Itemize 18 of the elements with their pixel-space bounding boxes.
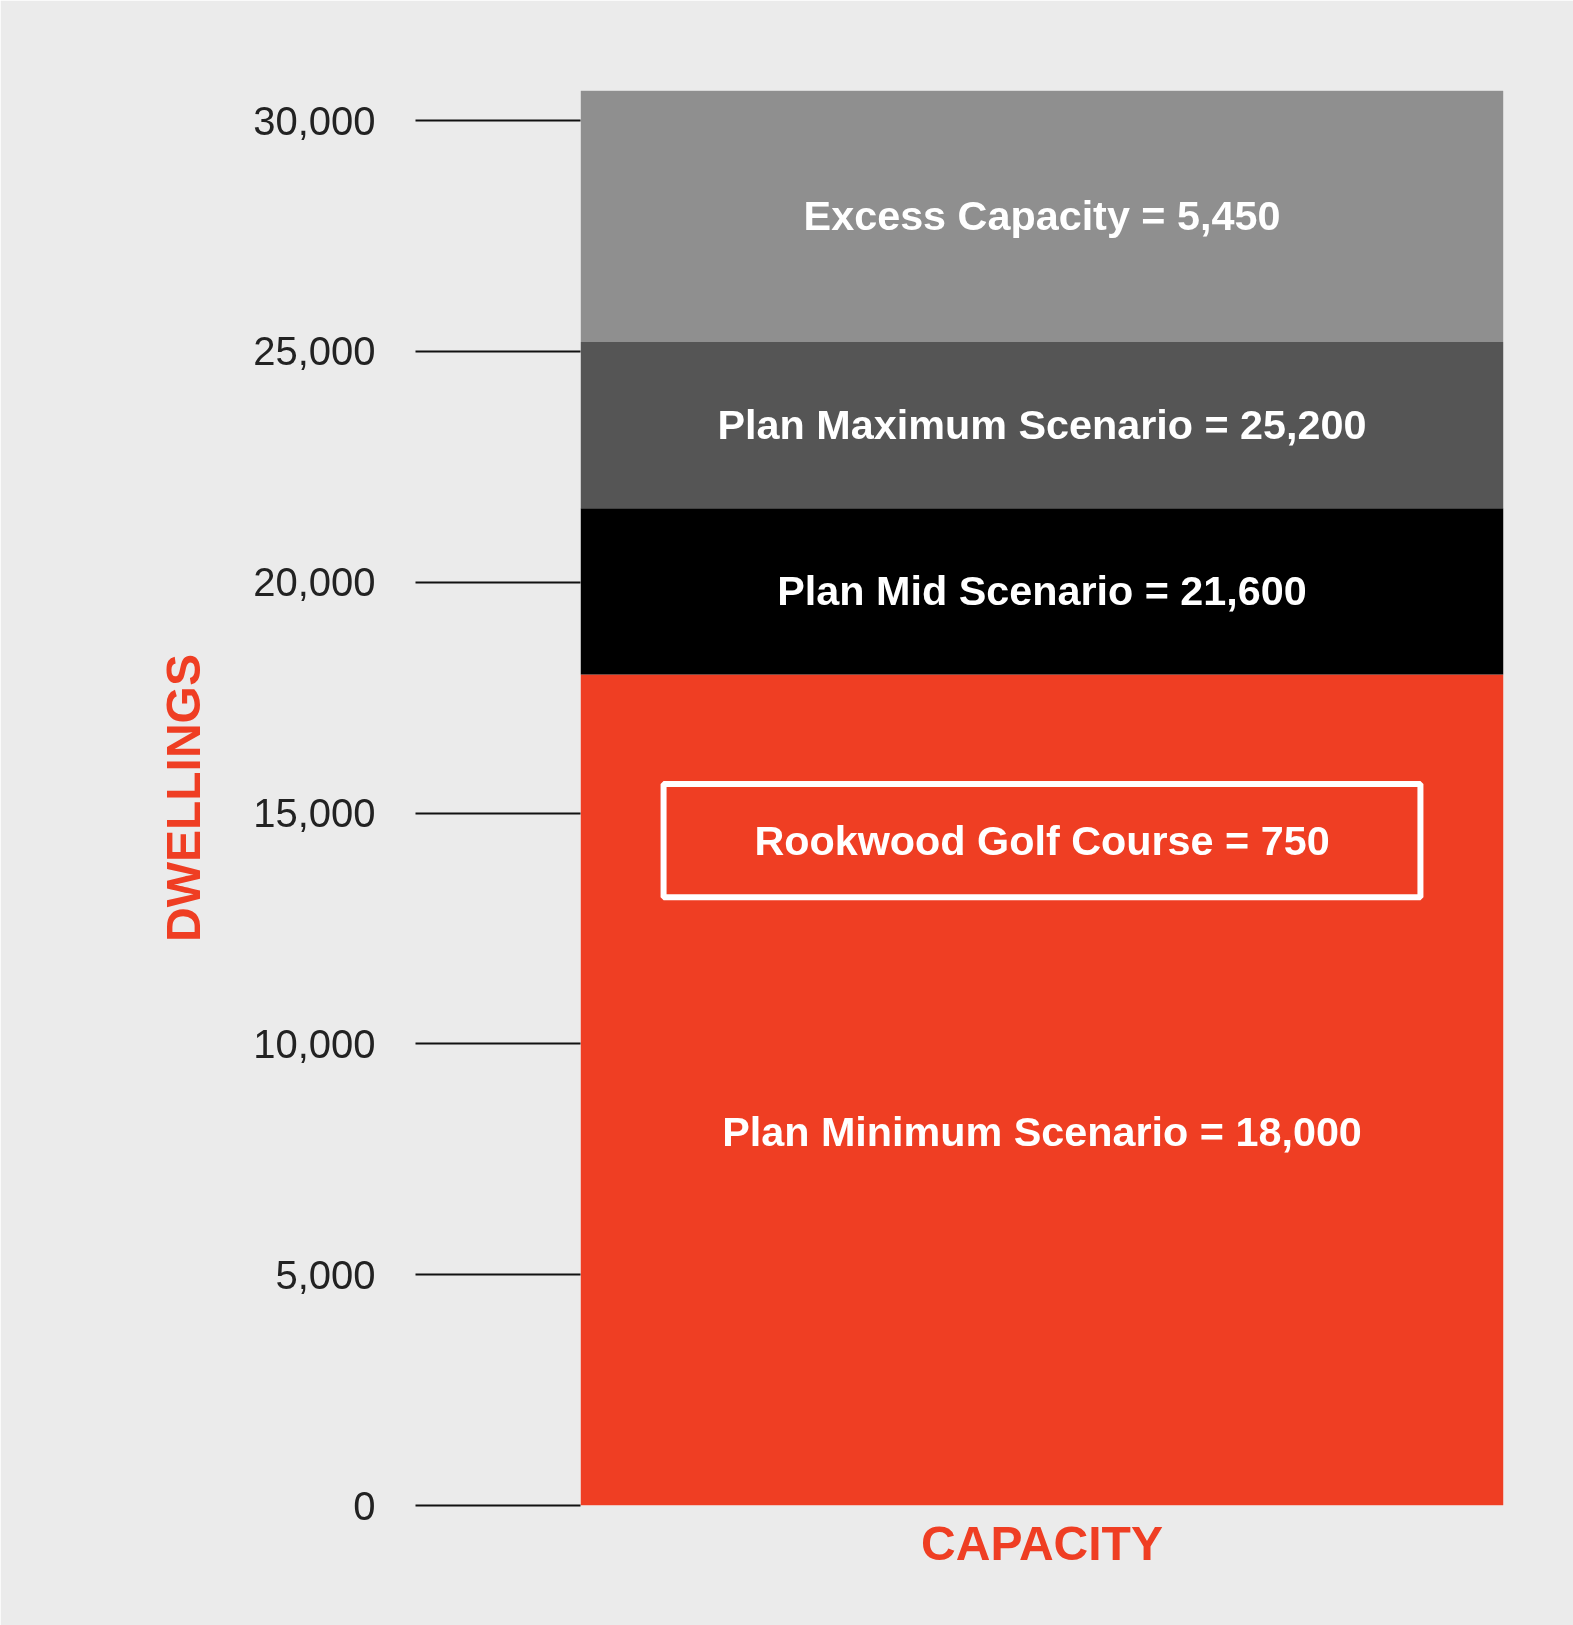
y-axis-title: DWELLINGS — [157, 654, 211, 942]
annotation: Rookwood Golf Course = 750 — [754, 817, 1330, 864]
bar — [580, 674, 1504, 1506]
bar — [580, 342, 1504, 509]
annotation: Excess Capacity = 5,450 — [803, 193, 1281, 240]
annotation: Plan Maximum Scenario = 25,200 — [717, 402, 1367, 449]
y-tick-label: 5,000 — [275, 1252, 376, 1297]
y-tick-label: 15,000 — [253, 791, 376, 835]
y-tick-label: 25,000 — [253, 329, 376, 374]
y-tick-label: 0 — [353, 1483, 376, 1528]
annotation: Plan Minimum Scenario = 18,000 — [722, 1108, 1362, 1155]
y-tick-label: 30,000 — [253, 98, 376, 143]
annotation: Plan Mid Scenario = 21,600 — [777, 568, 1307, 615]
x-axis-title: CAPACITY — [921, 1516, 1163, 1570]
bar — [580, 508, 1504, 675]
y-tick-label: 10,000 — [253, 1021, 376, 1066]
bar — [580, 90, 1504, 343]
y-tick-label: 20,000 — [253, 560, 376, 605]
